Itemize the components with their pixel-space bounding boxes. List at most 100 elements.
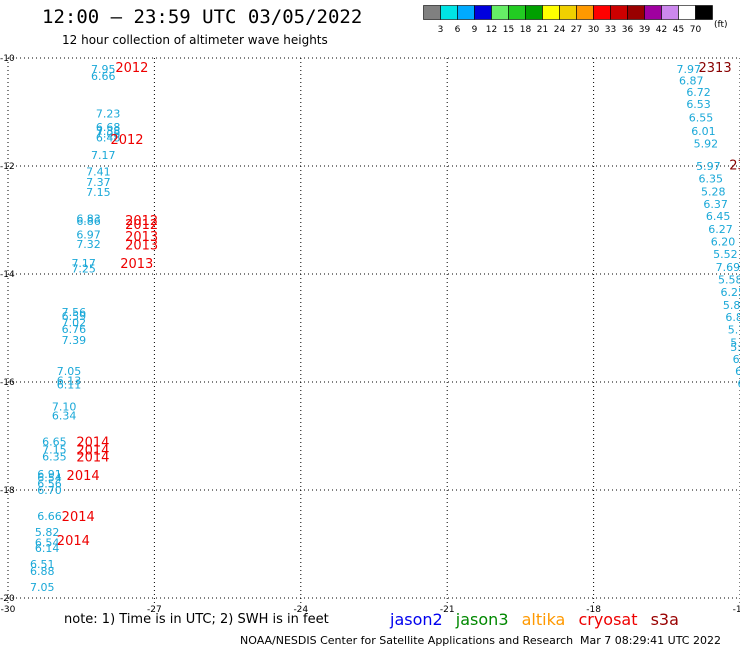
wave-height-point: 6.54 (35, 536, 60, 549)
wave-height-point: 5.78 (730, 337, 740, 350)
wave-height-point: 6.70 (37, 484, 62, 497)
wave-height-point: 6.35 (42, 451, 67, 464)
wave-height-point: 6.91 (37, 468, 62, 481)
y-tick-label: -16 (0, 378, 15, 388)
footer-credit: NOAA/NESDIS Center for Satellite Applica… (240, 634, 574, 647)
wave-height-point: 5.28 (701, 185, 726, 198)
wave-height-point: 6.83 (725, 311, 740, 324)
color-scale-label: 24 (554, 25, 566, 35)
wave-height-point: 6.59 (62, 310, 87, 323)
wave-height-point: 7.25 (71, 263, 96, 276)
legend-jason3: jason3 (455, 610, 509, 629)
chart-plot-area: -10 -12 -14 -16 -18 -20-30 -27 -24 -21 -18 -15 7.95… (0, 54, 740, 615)
wave-height-point: 7.37 (86, 176, 111, 189)
wave-height-point: 7.02 (62, 317, 87, 330)
wave-height-point: 6.66 (91, 70, 116, 83)
color-scale-unit: (ft) (714, 20, 728, 30)
color-scale-bar: 3 6 9 12 15 18 21 24 27 30 33 36 39 42 45 70 (423, 5, 713, 35)
x-tick-label: -21 (440, 605, 455, 615)
wave-height-point: 7.97 (677, 63, 702, 76)
wave-height-point: 6.53 (686, 98, 711, 111)
time-label: 2012 (115, 61, 148, 76)
wave-height-point: 6.65 (42, 435, 67, 448)
wave-height-point: 6.55 (689, 111, 714, 124)
x-tick-label: -30 (1, 605, 16, 615)
color-scale-label: 27 (571, 25, 582, 35)
wave-height-point: 6.76 (62, 323, 87, 336)
time-label: 2313 (699, 61, 732, 76)
legend-jason2: jason2 (390, 610, 443, 629)
time-label: 2014 (76, 451, 109, 466)
wave-height-point: 7.15 (86, 186, 111, 199)
color-swatch (695, 5, 713, 20)
wave-height-point: 7.23 (96, 108, 121, 121)
wave-height-point: 6.65 (735, 365, 740, 378)
color-scale-label: 70 (690, 25, 702, 35)
color-scale-label: 15 (503, 25, 514, 35)
wave-height-point: 7.05 (30, 581, 55, 594)
wave-height-point: 6.34 (52, 409, 77, 422)
wave-height-point: 6.37 (703, 198, 728, 211)
wave-height-point: 6.87 (679, 75, 704, 88)
wave-height-point: 6.25 (720, 286, 740, 299)
wave-height-point: 5.82 (35, 526, 60, 539)
wave-height-point: 5.97 (730, 341, 740, 354)
wave-height-point: 7.05 (57, 365, 82, 378)
time-label: 2013 (120, 257, 153, 272)
wave-height-point: 7.69 (716, 261, 740, 274)
wave-height-point: 6.68 (96, 121, 121, 134)
color-scale-label: 33 (605, 25, 616, 35)
time-label: 2014 (76, 435, 109, 450)
x-tick-label: -15 (733, 605, 740, 615)
wave-height-point: 6.14 (35, 542, 60, 555)
wave-height-point: 6.48 (96, 131, 121, 144)
wave-height-point: 6.54 (37, 472, 62, 485)
y-tick-label: -10 (0, 54, 15, 64)
wave-height-point: 6.72 (686, 86, 711, 99)
wave-height-point: 7.10 (52, 400, 77, 413)
wave-height-point: 7.41 (86, 165, 111, 178)
time-label: 2014 (67, 469, 100, 484)
wave-height-point: 5.52 (713, 248, 738, 261)
legend-altika: altika (521, 610, 566, 629)
color-scale-label: 6 (455, 25, 461, 35)
satellite-legend: jason2 jason3 altika cryosat s3a (390, 610, 687, 629)
y-tick-label: -12 (0, 162, 15, 172)
time-label: 2012 (110, 133, 143, 148)
wave-height-point: 6.20 (711, 236, 736, 249)
color-scale-label: 9 (472, 25, 478, 35)
color-scale-label: 21 (537, 25, 548, 35)
y-tick-label: -14 (0, 270, 15, 280)
color-scale-label: 30 (588, 25, 600, 35)
y-tick-label: -18 (0, 486, 15, 496)
wave-height-point: 5.97 (696, 160, 721, 173)
time-label: 2013 (125, 230, 158, 245)
time-label: 2014 (76, 444, 109, 459)
note-text: note: 1) Time is in UTC; 2) SWH is in fe… (64, 612, 329, 627)
time-label: 2014 (57, 534, 90, 549)
wave-height-point: 7.17 (71, 257, 96, 270)
wave-height-point: 6.56 (37, 478, 62, 491)
wave-height-point: 6.11 (57, 379, 82, 392)
wave-height-point: 6.88 (30, 565, 55, 578)
wave-height-point: 7.08 (96, 128, 121, 141)
page-subtitle: 12 hour collection of altimeter wave hei… (62, 33, 328, 47)
wave-height-point: 6.01 (691, 125, 716, 138)
wave-height-point: 6.35 (699, 172, 724, 185)
wave-height-point: 5.85 (723, 299, 740, 312)
time-label: 2013 (125, 238, 158, 253)
x-tick-label: -24 (293, 605, 308, 615)
color-scale-label: 12 (486, 25, 497, 35)
wave-height-point: 6.97 (76, 229, 101, 242)
x-tick-label: -27 (147, 605, 162, 615)
color-scale-label: 18 (520, 25, 532, 35)
time-label: 2312 (729, 158, 740, 173)
wave-height-point: 7.32 (76, 238, 101, 251)
footer-timestamp: Mar 7 08:29:41 UTC 2022 (580, 634, 721, 647)
wave-height-point: 5.58 (718, 273, 740, 286)
legend-s3a: s3a (650, 610, 679, 629)
color-scale-label: 39 (639, 25, 651, 35)
wave-height-point: 5.78 (728, 324, 740, 337)
wave-height-point: 7.56 (62, 306, 87, 319)
time-label: 2012 (125, 218, 158, 233)
